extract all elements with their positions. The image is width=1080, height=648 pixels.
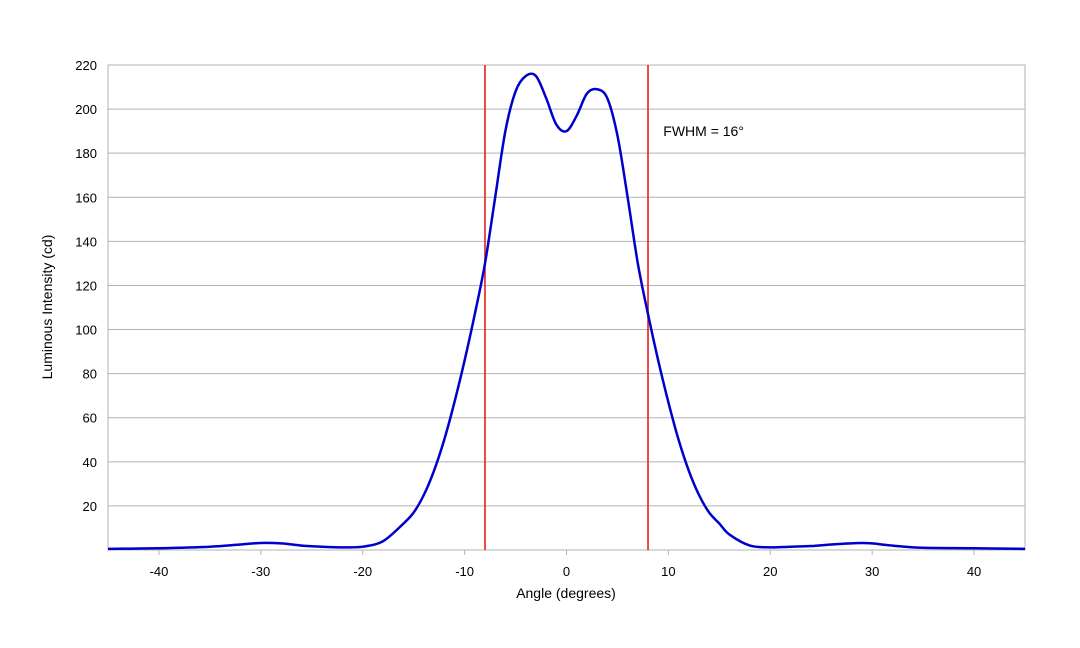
fwhm-annotation: FWHM = 16° (663, 123, 744, 139)
plot-area (107, 64, 1026, 551)
y-axis-title: Luminous Intensity (cd) (39, 235, 55, 380)
x-tick-label: -10 (455, 564, 474, 579)
x-tick-label: 40 (967, 564, 981, 579)
y-tick-label: 80 (83, 367, 97, 382)
y-tick-label: 180 (75, 146, 97, 161)
x-axis-ticks: -40 -30 -20 -10 0 10 20 30 40 (150, 550, 981, 579)
x-tick-label: -40 (150, 564, 169, 579)
y-tick-label: 220 (75, 58, 97, 73)
y-tick-label: 20 (83, 499, 97, 514)
x-tick-label: 20 (763, 564, 777, 579)
y-axis-ticks: 20 40 60 80 100 120 140 160 180 200 220 (75, 58, 97, 514)
grid-lines (108, 64, 1025, 507)
y-tick-label: 140 (75, 234, 97, 249)
x-tick-label: -20 (353, 564, 372, 579)
series-group (107, 72, 1026, 551)
y-tick-label: 160 (75, 190, 97, 205)
x-tick-label: 10 (661, 564, 675, 579)
y-tick-label: 120 (75, 278, 97, 293)
x-tick-label: -30 (251, 564, 270, 579)
intensity-curve (107, 72, 1026, 551)
x-tick-label: 0 (563, 564, 570, 579)
x-axis-title: Angle (degrees) (516, 585, 616, 601)
fwhm-markers (484, 65, 649, 550)
y-tick-label: 200 (75, 102, 97, 117)
y-tick-label: 100 (75, 323, 97, 338)
y-tick-label: 40 (83, 455, 97, 470)
annotations: FWHM = 16° (663, 123, 744, 139)
y-tick-label: 60 (83, 411, 97, 426)
x-tick-label: 30 (865, 564, 879, 579)
